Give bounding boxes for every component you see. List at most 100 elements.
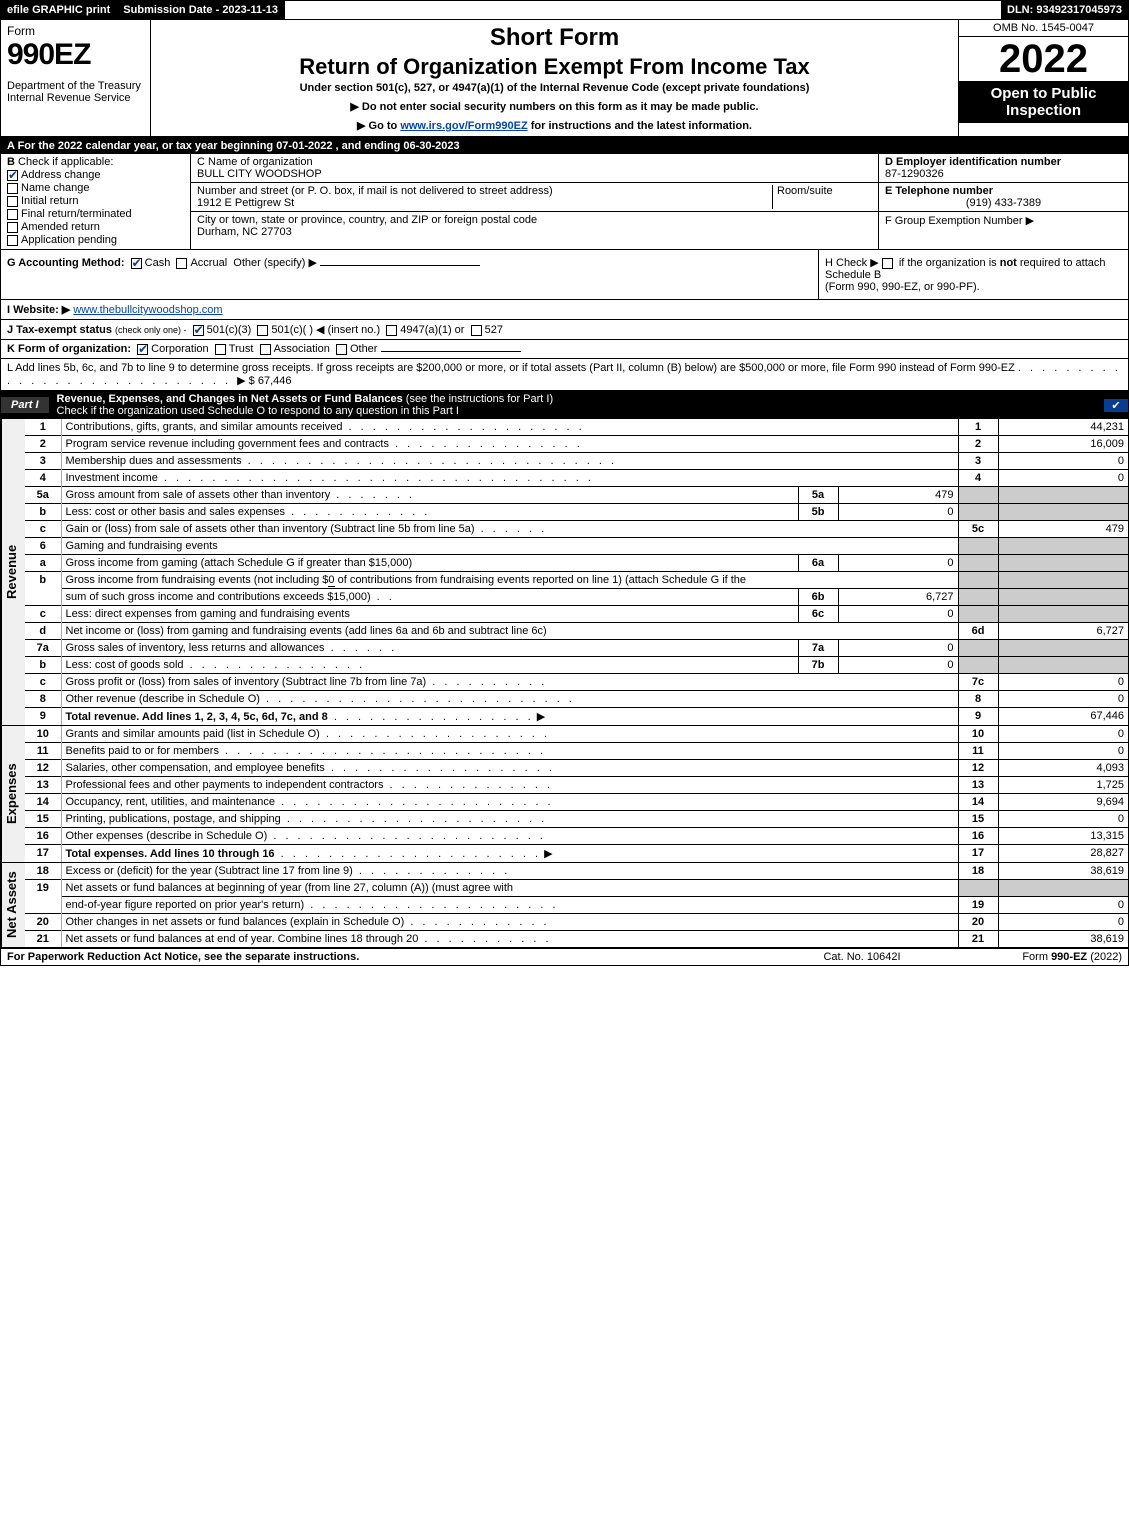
l6-desc: Gaming and fundraising events — [61, 538, 958, 555]
net-assets-section: Net Assets 18 Excess or (deficit) for th… — [1, 862, 1128, 947]
chk-application-pending[interactable] — [7, 235, 18, 246]
l9-desc: Total revenue. Add lines 1, 2, 3, 4, 5c,… — [66, 711, 328, 723]
row-i: I Website: ▶ www.thebullcitywoodshop.com — [0, 300, 1129, 320]
l7b-rval — [998, 657, 1128, 674]
l10-num: 10 — [25, 726, 61, 743]
l6c-subval: 0 — [838, 606, 958, 623]
l6d-num: d — [25, 623, 61, 640]
do-not-enter: ▶ Do not enter social security numbers o… — [157, 100, 952, 113]
tax-year: 2022 — [959, 37, 1128, 81]
l7c-rval: 0 — [998, 674, 1128, 691]
chk-cash[interactable] — [131, 258, 142, 269]
j-527: 527 — [485, 324, 503, 336]
l6c-subnum: 6c — [798, 606, 838, 623]
l6a-num: a — [25, 555, 61, 572]
l21-rval: 38,619 — [998, 931, 1128, 948]
l19-rval-blank — [998, 880, 1128, 897]
l4-desc: Investment income — [66, 472, 158, 484]
chk-name-change[interactable] — [7, 183, 18, 194]
part-i-sub: Check if the organization used Schedule … — [57, 405, 1096, 417]
footer-cat: Cat. No. 10642I — [762, 951, 962, 963]
l4-rnum: 4 — [958, 470, 998, 487]
expenses-side-label: Expenses — [1, 726, 25, 862]
goto-line: ▶ Go to www.irs.gov/Form990EZ for instru… — [157, 119, 952, 132]
chk-other-org[interactable] — [336, 344, 347, 355]
chk-4947[interactable] — [386, 325, 397, 336]
l12-rval: 4,093 — [998, 760, 1128, 777]
l6b-desc1: Gross income from fundraising events (no… — [66, 574, 329, 586]
header-left: Form 990EZ Department of the Treasury In… — [1, 20, 151, 136]
l7a-subnum: 7a — [798, 640, 838, 657]
l2-rnum: 2 — [958, 436, 998, 453]
l7a-rval — [998, 640, 1128, 657]
col-c: C Name of organization BULL CITY WOODSHO… — [191, 154, 878, 249]
l6b-rval2 — [998, 589, 1128, 606]
l13-desc: Professional fees and other payments to … — [66, 779, 384, 791]
l7b-desc: Less: cost of goods sold — [66, 659, 184, 671]
l3-rval: 0 — [998, 453, 1128, 470]
chk-association[interactable] — [260, 344, 271, 355]
chk-initial-return[interactable] — [7, 196, 18, 207]
l16-rval: 13,315 — [998, 828, 1128, 845]
l6a-subval: 0 — [838, 555, 958, 572]
l3-desc: Membership dues and assessments — [66, 455, 242, 467]
l6c-rval — [998, 606, 1128, 623]
l19-num: 19 — [25, 880, 61, 914]
expenses-section: Expenses 10 Grants and similar amounts p… — [1, 725, 1128, 862]
l5a-subnum: 5a — [798, 487, 838, 504]
chk-application-pending-label: Application pending — [21, 234, 117, 246]
chk-trust[interactable] — [215, 344, 226, 355]
l6a-rnum — [958, 555, 998, 572]
form-word: Form — [7, 24, 144, 38]
chk-501c[interactable] — [257, 325, 268, 336]
chk-final-return[interactable] — [7, 209, 18, 220]
j-501c3: 501(c)(3) — [207, 324, 252, 336]
part-i-body: Revenue 1 Contributions, gifts, grants, … — [0, 419, 1129, 947]
f-label: F Group Exemption Number ▶ — [885, 215, 1034, 227]
chk-corporation[interactable] — [137, 344, 148, 355]
j-501c: 501(c)( ) — [271, 324, 313, 336]
part-i-header: Part I Revenue, Expenses, and Changes in… — [0, 391, 1129, 419]
l6-rnum — [958, 538, 998, 555]
l19-desc2: end-of-year figure reported on prior yea… — [66, 899, 305, 911]
l1-num: 1 — [25, 419, 61, 436]
l6-rval — [998, 538, 1128, 555]
chk-address-change[interactable] — [7, 170, 18, 181]
chk-accrual[interactable] — [176, 258, 187, 269]
h-not: not — [1000, 257, 1017, 269]
l15-desc: Printing, publications, postage, and shi… — [66, 813, 281, 825]
part-i-check[interactable]: ✔ — [1104, 399, 1128, 412]
chk-527[interactable] — [471, 325, 482, 336]
footer-right-pre: Form — [1022, 951, 1051, 963]
k-trust: Trust — [229, 343, 254, 355]
l10-rnum: 10 — [958, 726, 998, 743]
l12-num: 12 — [25, 760, 61, 777]
k-assoc: Association — [274, 343, 330, 355]
website-link[interactable]: www.thebullcitywoodshop.com — [73, 304, 222, 316]
header-right: OMB No. 1545-0047 2022 Open to Public In… — [958, 20, 1128, 136]
l6b-rval-blank — [998, 572, 1128, 589]
l5c-rnum: 5c — [958, 521, 998, 538]
chk-h[interactable] — [882, 258, 893, 269]
chk-amended-return[interactable] — [7, 222, 18, 233]
l8-rnum: 8 — [958, 691, 998, 708]
l16-num: 16 — [25, 828, 61, 845]
l19-desc: Net assets or fund balances at beginning… — [61, 880, 958, 897]
org-city: Durham, NC 27703 — [197, 226, 537, 238]
l6c-rnum — [958, 606, 998, 623]
row-a-tax-year: A For the 2022 calendar year, or tax yea… — [0, 138, 1129, 154]
topbar-spacer — [285, 1, 1001, 19]
l14-rval: 9,694 — [998, 794, 1128, 811]
j-label: J Tax-exempt status — [7, 324, 112, 336]
l17-num: 17 — [25, 845, 61, 863]
l6-num: 6 — [25, 538, 61, 555]
row-l: L Add lines 5b, 6c, and 7b to line 9 to … — [0, 359, 1129, 391]
l11-rnum: 11 — [958, 743, 998, 760]
subtitle: Under section 501(c), 527, or 4947(a)(1)… — [157, 82, 952, 94]
l7c-rnum: 7c — [958, 674, 998, 691]
l19-rval: 0 — [998, 897, 1128, 914]
k-label: K Form of organization: — [7, 343, 131, 355]
k-corp: Corporation — [151, 343, 208, 355]
goto-link[interactable]: www.irs.gov/Form990EZ — [400, 120, 527, 132]
chk-501c3[interactable] — [193, 325, 204, 336]
